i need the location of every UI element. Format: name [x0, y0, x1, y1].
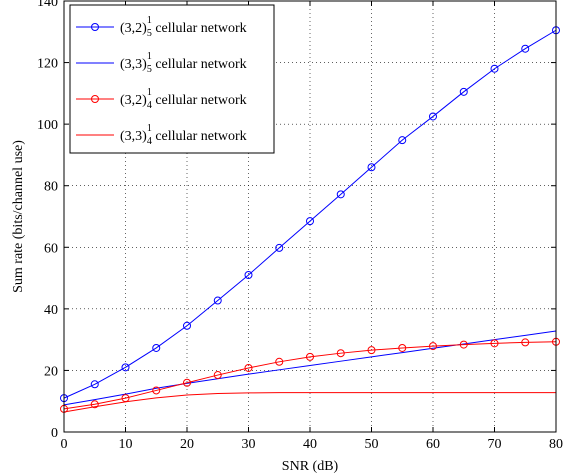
legend-swatch-marker	[91, 23, 99, 31]
series-marker-2	[398, 343, 407, 352]
series-line-1	[63, 330, 557, 406]
x-tick-label: 20	[180, 437, 194, 452]
series-marker-2	[306, 352, 314, 361]
x-tick-label: 10	[119, 437, 133, 452]
x-tick-label: 50	[365, 437, 379, 452]
series-marker-0	[275, 243, 284, 252]
y-tick-label: 0	[51, 426, 58, 441]
y-tick-label: 120	[37, 57, 58, 72]
y-tick-label: 60	[44, 241, 58, 256]
series-marker-0	[306, 217, 314, 226]
legend: (3,2)1 5 cellular network (3,3)1 5 cellular…	[69, 4, 275, 154]
series-marker-2	[367, 346, 376, 355]
series-marker-0	[490, 64, 499, 73]
x-tick-label: 0	[61, 437, 68, 452]
x-tick-label: 40	[303, 437, 317, 452]
series-marker-2	[90, 400, 99, 409]
series-marker-2	[336, 349, 345, 358]
series-group	[60, 26, 560, 413]
x-tick-label: 60	[426, 437, 440, 452]
y-tick-label: 140	[37, 0, 58, 10]
series-marker-0	[521, 44, 530, 53]
series-marker-0	[183, 321, 191, 330]
series-marker-0	[213, 296, 222, 305]
y-tick-label: 100	[37, 118, 58, 133]
series-marker-0	[429, 112, 437, 121]
series-marker-2	[429, 342, 437, 351]
series-marker-2	[490, 339, 499, 348]
series-marker-0	[90, 380, 99, 389]
series-marker-2	[459, 340, 468, 349]
legend-box	[69, 4, 275, 154]
series-marker-2	[244, 363, 253, 372]
x-axis-label: SNR (dB)	[282, 459, 339, 474]
series-marker-2	[213, 371, 222, 380]
series-marker-0	[121, 363, 130, 372]
y-tick-label: 40	[44, 303, 58, 318]
legend-label: (3,2)1 4 cellular network	[120, 87, 247, 111]
y-tick-label: 80	[44, 180, 58, 195]
y-axis-label: Sum rate (bits/channel use)	[11, 140, 26, 293]
series-line-3	[63, 392, 556, 413]
series-marker-0	[459, 87, 468, 96]
x-tick-label: 70	[488, 437, 502, 452]
legend-label: (3,3)1 5 cellular network	[120, 51, 247, 75]
legend-label: (3,2)1 5 cellular network	[120, 15, 247, 39]
series-line-0	[63, 29, 557, 399]
legend-label: (3,3)1 4 cellular network	[120, 123, 247, 147]
series-line-2	[63, 341, 557, 410]
series-marker-2	[275, 357, 284, 366]
series-marker-2	[183, 378, 191, 387]
series-marker-0	[367, 163, 376, 172]
legend-swatch-marker	[91, 95, 99, 103]
series-marker-0	[398, 136, 407, 145]
series-marker-0	[336, 190, 345, 199]
series-marker-0	[152, 343, 161, 352]
series-marker-2	[521, 338, 530, 347]
axis-ticks: 0 10 20 30 40 50 60 70 80 0 20 40 60 80 100 120 140	[37, 0, 563, 452]
y-tick-label: 20	[44, 364, 58, 379]
x-tick-label: 30	[242, 437, 256, 452]
x-tick-label: 80	[549, 437, 563, 452]
series-marker-0	[244, 270, 253, 279]
series-marker-2	[152, 386, 161, 395]
